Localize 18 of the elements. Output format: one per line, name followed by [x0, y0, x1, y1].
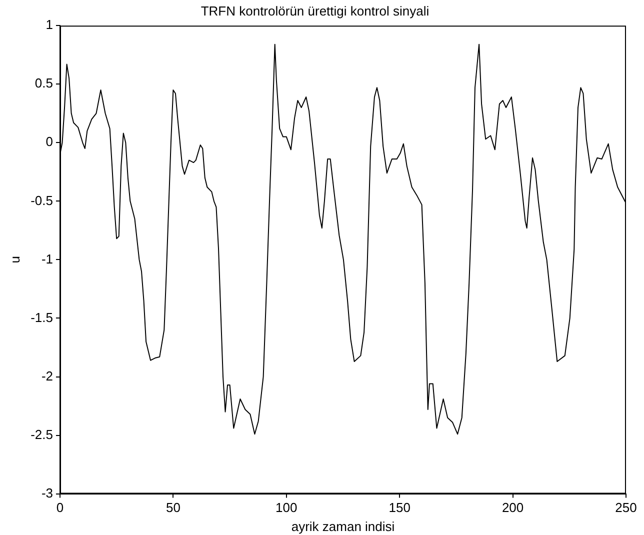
- y-tick-label: 0: [46, 134, 53, 150]
- y-axis-title: u: [7, 256, 22, 264]
- x-tick-label: 50: [166, 500, 180, 516]
- y-tick-label: -2: [41, 368, 53, 384]
- x-tick-label: 200: [502, 500, 524, 516]
- y-tick-label: 0.5: [34, 76, 53, 91]
- y-tick-label: -2.5: [30, 426, 53, 442]
- x-tick-label: 100: [276, 500, 298, 516]
- x-tick-label: 150: [388, 500, 410, 516]
- y-tick-label: -1: [41, 251, 53, 266]
- x-tick-label: 0: [56, 500, 64, 516]
- y-tick-label: -1.5: [30, 310, 53, 325]
- x-axis-title: ayrik zaman indisi: [291, 518, 395, 534]
- chart-title: TRFN kontrolörün ürettigi kontrol sinyali: [200, 3, 430, 18]
- y-tick-label: 1: [46, 17, 53, 32]
- y-tick-label: -3: [41, 485, 53, 500]
- y-tick-label: -0.5: [30, 192, 53, 208]
- x-tick-label: 250: [615, 500, 637, 516]
